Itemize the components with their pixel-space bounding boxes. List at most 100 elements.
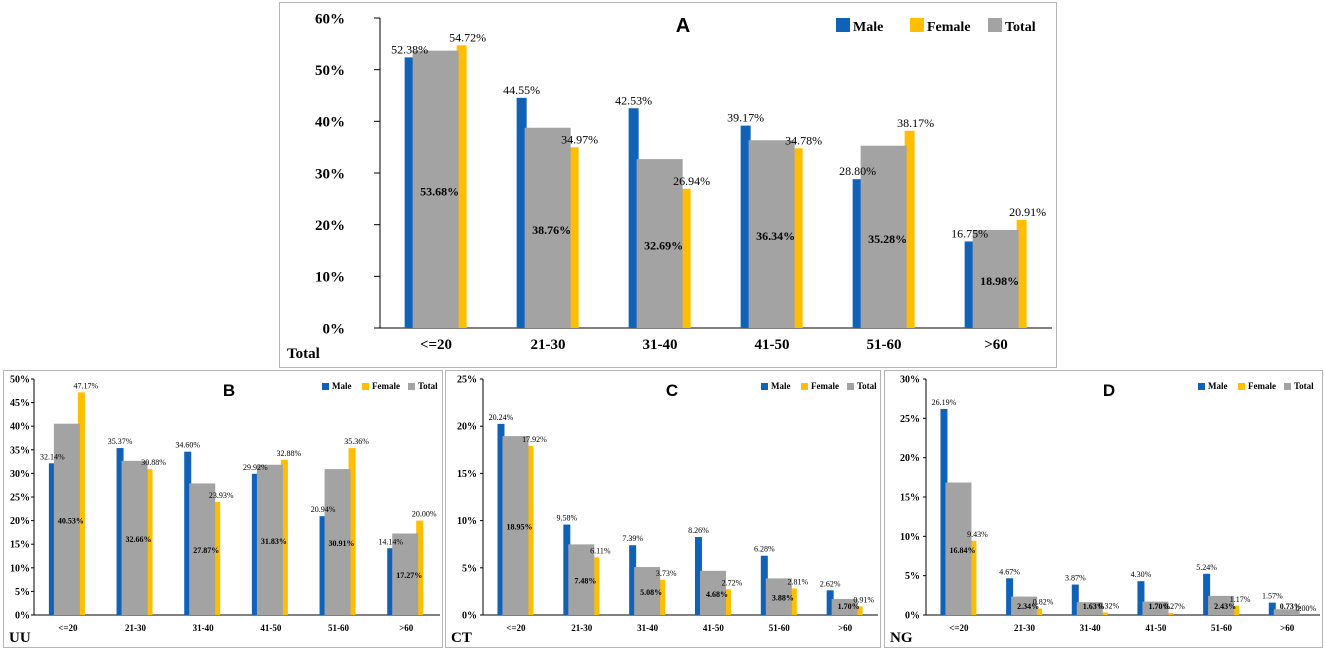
chart-c-y-tick-label: 0%: [462, 611, 477, 622]
chart-c-label-female: 17.92%: [522, 435, 547, 444]
chart-a-label-total: 35.28%: [868, 232, 907, 246]
chart-b-y-tick-label: 50%: [10, 375, 30, 386]
chart-b-category-label: 21-30: [125, 623, 146, 633]
chart-c-bar-total: [502, 436, 529, 615]
chart-d-bar-total: [1142, 601, 1169, 615]
chart-d-legend-label-female: Female: [1248, 381, 1276, 391]
chart-b-label-total: 32.66%: [126, 535, 152, 544]
chart-c-bar-male: [826, 590, 834, 615]
chart-c-label-male: 9.58%: [556, 514, 577, 523]
chart-d-legend-label-total: Total: [1294, 381, 1314, 391]
chart-c-label-total: 18.95%: [506, 523, 532, 532]
chart-c-label-female: 2.72%: [722, 578, 743, 587]
chart-b-y-tick-label: 0%: [15, 611, 30, 622]
chart-a-bar-total: [636, 159, 683, 328]
chart-a-bar-total: [412, 50, 459, 329]
chart-a-bar-female: [568, 147, 579, 328]
chart-a-corner-label: Total: [287, 346, 320, 362]
chart-a-legend-label-total: Total: [1005, 20, 1036, 35]
chart-d-label-female: 9.43%: [967, 530, 988, 539]
chart-a-label-total: 36.34%: [756, 229, 795, 243]
chart-a-category-label: 21-30: [531, 337, 566, 353]
chart-b-label-male: 29.92%: [243, 463, 268, 472]
chart-d-y-tick-label: 0%: [905, 611, 920, 622]
chart-a-y-tick-label: 10%: [315, 270, 345, 286]
chart-c-y-tick-label: 5%: [462, 563, 477, 574]
chart-a-label-total: 18.98%: [980, 274, 1019, 288]
chart-c-svg: 0% 5% 10% 15% 20% 25% 20.24% 17.92% 18.95% <=20 9.…: [451, 375, 878, 646]
chart-b-bar-female: [348, 448, 356, 615]
chart-a-legend-swatch-female: [910, 18, 924, 32]
chart-a-label-female: 38.17%: [897, 116, 934, 130]
chart-panel-b: 0% 5% 10% 15% 20% 25% 30% 35% 40% 45% 50% 32.14% 47.…: [3, 370, 443, 648]
chart-c-corner-label: CT: [451, 630, 472, 646]
chart-b-y-tick-label: 45%: [10, 398, 30, 409]
chart-c-bar-female: [855, 606, 863, 615]
chart-a-label-total: 32.69%: [644, 239, 683, 253]
chart-b-bar-male: [251, 473, 259, 615]
chart-d-legend-label-male: Male: [1208, 381, 1228, 391]
chart-panel-c: 0% 5% 10% 15% 20% 25% 20.24% 17.92% 18.95% <=20 9.…: [445, 370, 881, 648]
chart-c-category-label: <=20: [506, 623, 526, 633]
chart-d-bar-total: [1011, 596, 1038, 615]
chart-a-bar-male: [852, 179, 863, 328]
chart-a-legend-label-female: Female: [927, 20, 971, 35]
chart-b-y-tick-label: 15%: [10, 540, 30, 551]
chart-b-y-tick-label: 30%: [10, 469, 30, 480]
chart-b-label-male: 32.14%: [40, 452, 65, 461]
chart-d-bar-total: [1208, 595, 1235, 615]
chart-b-label-female: 32.88%: [277, 449, 302, 458]
chart-a-y-tick-label: 0%: [323, 321, 346, 337]
chart-d-panel-letter: D: [1103, 381, 1115, 400]
chart-d-label-male: 5.24%: [1196, 563, 1217, 572]
chart-b-y-tick-label: 5%: [15, 587, 30, 598]
chart-a-label-female: 26.94%: [673, 174, 710, 188]
chart-c-legend-label-male: Male: [771, 381, 791, 391]
chart-d-label-female: 0.82%: [1033, 598, 1054, 607]
chart-d-bar-total: [945, 482, 972, 615]
chart-c-bar-female: [592, 557, 600, 615]
chart-c-y-tick-label: 20%: [457, 422, 477, 433]
chart-c-label-total: 4.68%: [706, 590, 728, 599]
chart-d-label-female: 0.32%: [1098, 601, 1119, 610]
chart-d-label-total: 2.34%: [1017, 602, 1039, 611]
chart-d-bar-female: [969, 540, 977, 615]
chart-b-panel-letter: B: [223, 381, 235, 400]
chart-d-bar-male: [1137, 581, 1145, 615]
chart-d-y-tick-label: 10%: [900, 532, 920, 543]
chart-a-label-total: 53.68%: [420, 184, 459, 198]
chart-c-category-label: 21-30: [571, 623, 592, 633]
chart-a-legend-label-male: Male: [853, 20, 883, 35]
chart-a-bar-female: [904, 130, 915, 328]
chart-d-category-label: 41-50: [1145, 623, 1166, 633]
chart-c-y-tick-label: 10%: [457, 516, 477, 527]
chart-b-category-label: >60: [399, 623, 414, 633]
chart-a-label-male: 44.55%: [503, 83, 540, 97]
chart-d-y-tick-label: 15%: [900, 493, 920, 504]
chart-a-bar-female: [792, 148, 803, 328]
chart-c-legend-swatch-male: [761, 383, 768, 390]
chart-b-bar-total: [121, 460, 148, 615]
chart-a-legend-swatch-total: [988, 18, 1002, 32]
chart-b-legend-swatch-female: [362, 383, 369, 390]
chart-b-label-male: 35.37%: [108, 437, 133, 446]
chart-c-bar-total: [831, 598, 858, 615]
chart-b-label-female: 30.88%: [141, 458, 166, 467]
chart-d-label-total: 1.63%: [1083, 602, 1105, 611]
chart-a-label-female: 34.78%: [785, 133, 822, 147]
chart-d-bar-male: [1071, 584, 1079, 615]
chart-d-bar-female: [1100, 612, 1108, 615]
chart-c-bar-female: [723, 589, 731, 615]
chart-d-y-tick-label: 30%: [900, 375, 920, 386]
chart-b-bar-male: [116, 448, 124, 615]
chart-b-label-total: 30.91%: [329, 539, 355, 548]
chart-b-legend-swatch-male: [322, 383, 329, 390]
chart-b-category-label: 31-40: [193, 623, 214, 633]
chart-b-bar-female: [145, 469, 153, 615]
chart-d-y-tick-label: 25%: [900, 414, 920, 425]
chart-b-legend-label-total: Total: [418, 381, 438, 391]
chart-c-label-male: 8.26%: [688, 526, 709, 535]
chart-b-label-male: 34.60%: [175, 441, 200, 450]
chart-d-bar-total: [1273, 609, 1300, 615]
chart-b-category-label: <=20: [58, 623, 78, 633]
